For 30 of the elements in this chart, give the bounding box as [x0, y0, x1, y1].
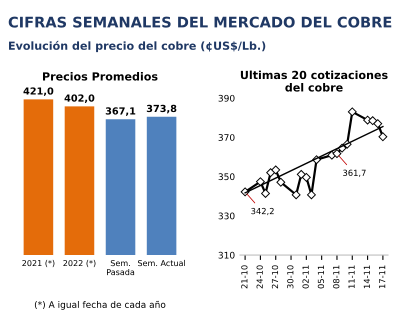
x-tick-label: 2022 (*)	[63, 260, 96, 268]
x-tick-label: 05-11	[318, 266, 324, 288]
y-tick-label: 330	[218, 212, 235, 220]
x-tick-label: 2021 (*)	[22, 260, 54, 268]
x-tick-label: 21-10	[241, 265, 248, 288]
x-tick-label: 17-11	[379, 266, 386, 288]
text: CIFRAS SEMANALES DEL MERCADO DEL COBRE	[8, 16, 392, 28]
data-label: 421,0	[23, 87, 54, 96]
chart-title: Ultimas 20 cotizaciones del cobre	[240, 70, 388, 92]
x-tick-label: 02-11	[302, 266, 309, 288]
data-label: 367,1	[106, 107, 136, 116]
x-tick-label: 24-10	[256, 265, 263, 288]
text: (*) A igual fecha de cada año	[34, 300, 166, 310]
text: Evolución del precio del cobre (¢US$/Lb.)	[9, 40, 266, 52]
annotation: 342,2	[251, 208, 274, 216]
y-tick-label: 350	[218, 173, 235, 180]
x-tick-label: Sem. Pasada	[107, 260, 134, 276]
data-label: 402,0	[64, 94, 94, 103]
y-tick-label: 390	[218, 94, 235, 102]
annotation: 361,7	[343, 170, 366, 177]
x-tick-label: 27-10	[272, 265, 278, 288]
y-tick-label: 370	[218, 134, 235, 141]
x-tick-label: 11-11	[348, 266, 355, 288]
x-tick-label: Sem. Actual	[138, 260, 185, 266]
x-tick-label: 14-11	[364, 266, 370, 288]
x-tick-label: 08-11	[333, 266, 340, 288]
x-tick-label: 30-10	[287, 265, 294, 288]
y-tick-label: 310	[218, 252, 235, 259]
chart-title: Precios Promedios	[42, 72, 158, 81]
data-label: 373,8	[146, 104, 176, 114]
